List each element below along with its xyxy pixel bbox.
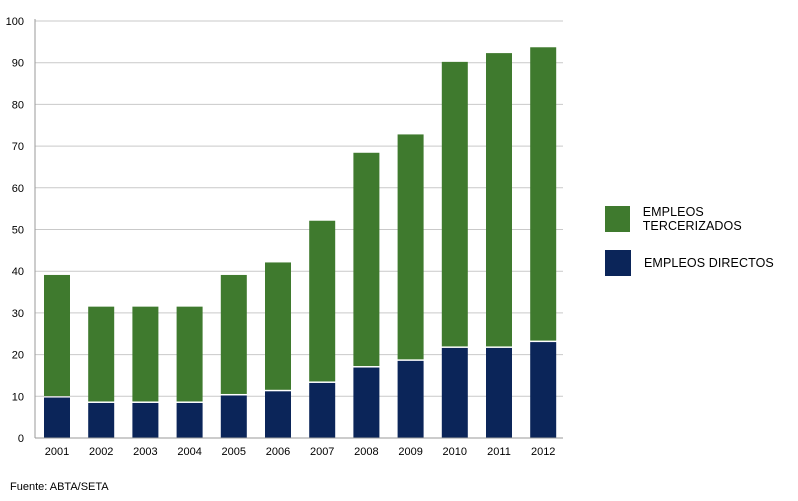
legend: EMPLEOS TERCERIZADOS EMPLEOS DIRECTOS bbox=[605, 205, 798, 294]
x-tick-label-2002: 2002 bbox=[89, 446, 113, 458]
bar-2008-directos bbox=[353, 367, 380, 438]
bar-2006-directos bbox=[265, 391, 291, 438]
legend-label-directos: EMPLEOS DIRECTOS bbox=[644, 256, 774, 270]
bar-2005-tercerizados bbox=[220, 274, 247, 394]
y-tick-label-100: 100 bbox=[6, 16, 24, 28]
bar-2011-tercerizados bbox=[486, 53, 512, 347]
source-note: Fuente: ABTA/SETA bbox=[10, 481, 109, 493]
y-tick-label-30: 30 bbox=[12, 308, 24, 320]
bar-2003-tercerizados bbox=[132, 306, 159, 402]
bar-2008-tercerizados bbox=[353, 152, 380, 367]
bars bbox=[44, 47, 557, 438]
y-tick-label-70: 70 bbox=[12, 141, 24, 153]
x-tick-label-2006: 2006 bbox=[266, 446, 290, 458]
legend-item-directos: EMPLEOS DIRECTOS bbox=[605, 250, 798, 276]
bar-2006-tercerizados bbox=[265, 262, 291, 390]
bar-2010-directos bbox=[441, 347, 468, 438]
x-tick-label-2009: 2009 bbox=[398, 446, 422, 458]
bar-2001-directos bbox=[44, 397, 70, 438]
x-tick-label-2010: 2010 bbox=[443, 446, 467, 458]
x-tick-label-2004: 2004 bbox=[177, 446, 201, 458]
x-tick-label-2007: 2007 bbox=[310, 446, 334, 458]
bar-2005-directos bbox=[220, 395, 247, 438]
bar-2011-directos bbox=[486, 347, 512, 438]
bar-2001-tercerizados bbox=[44, 274, 70, 397]
legend-label-tercerizados: EMPLEOS TERCERIZADOS bbox=[642, 205, 742, 233]
bar-2002-directos bbox=[88, 402, 115, 438]
y-tick-label-50: 50 bbox=[12, 225, 24, 237]
bar-2012-tercerizados bbox=[530, 47, 557, 341]
bar-2003-directos bbox=[132, 402, 159, 438]
bar-2012-directos bbox=[530, 342, 557, 438]
x-tick-label-2008: 2008 bbox=[354, 446, 378, 458]
y-tick-label-10: 10 bbox=[12, 391, 24, 403]
bar-2004-directos bbox=[176, 402, 203, 438]
y-tick-label-0: 0 bbox=[18, 433, 24, 445]
bar-2004-tercerizados bbox=[176, 306, 203, 402]
bar-2007-tercerizados bbox=[309, 220, 336, 382]
y-tick-label-20: 20 bbox=[12, 350, 24, 362]
legend-item-tercerizados: EMPLEOS TERCERIZADOS bbox=[605, 205, 798, 233]
y-tick-label-80: 80 bbox=[12, 99, 24, 111]
grid-lines bbox=[35, 20, 563, 439]
x-tick-label-2005: 2005 bbox=[222, 446, 246, 458]
x-tick-label-2001: 2001 bbox=[45, 446, 69, 458]
x-tick-label-2011: 2011 bbox=[487, 446, 511, 458]
x-tick-label-2003: 2003 bbox=[133, 446, 157, 458]
bar-2009-tercerizados bbox=[397, 134, 424, 360]
y-tick-label-40: 40 bbox=[12, 266, 24, 278]
x-tick-label-2012: 2012 bbox=[531, 446, 555, 458]
legend-swatch-directos bbox=[605, 250, 631, 276]
y-tick-label-90: 90 bbox=[12, 58, 24, 70]
bar-2010-tercerizados bbox=[441, 61, 468, 347]
bar-2002-tercerizados bbox=[88, 306, 115, 402]
axes: 0 10 20 30 40 50 60 70 80 90 100 2001 2002 2003 2004 20… bbox=[6, 16, 563, 458]
y-tick-label-60: 60 bbox=[12, 183, 24, 195]
bar-2009-directos bbox=[397, 360, 424, 438]
bar-2007-directos bbox=[309, 382, 336, 438]
legend-swatch-tercerizados bbox=[605, 206, 630, 232]
